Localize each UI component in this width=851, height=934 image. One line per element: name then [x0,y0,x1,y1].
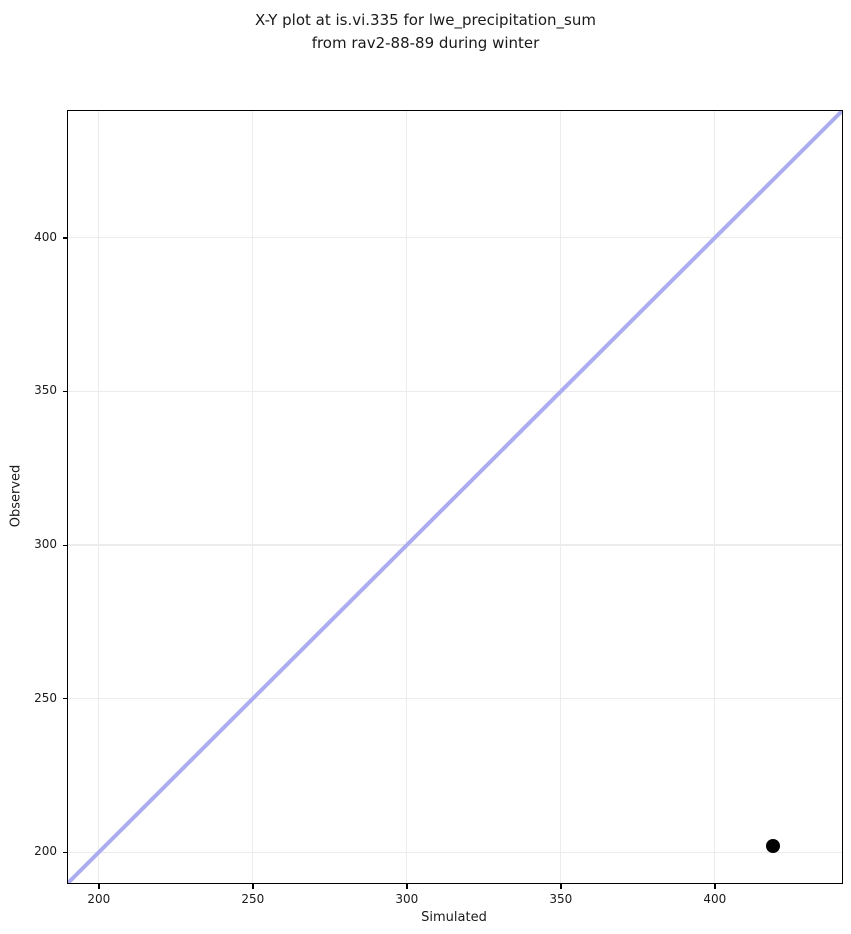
x-axis-label: Simulated [421,910,487,925]
y-gridline [68,237,842,239]
x-tick [560,884,562,889]
identity-line [68,111,842,883]
x-tick [714,884,716,889]
y-tick-label: 300 [34,537,57,552]
y-tick [62,237,67,239]
y-tick-label: 200 [34,844,57,859]
x-tick-label: 300 [395,892,419,906]
y-gridline [68,390,842,393]
y-tick [62,851,67,854]
x-gridline [560,111,562,883]
y-tick-label: 400 [34,229,57,244]
y-axis-label: Observed [8,464,24,528]
y-gridline [68,698,842,700]
x-gridline [98,111,100,883]
y-tick [62,391,67,393]
y-tick-label: 250 [34,690,57,705]
y-tick-label: 350 [34,383,57,398]
x-tick-label: 350 [549,892,573,906]
x-tick-label: 400 [703,892,727,906]
y-gridline [68,851,842,853]
x-tick [406,884,408,889]
y-tick [62,544,67,546]
x-gridline [714,111,716,883]
plot-area [67,110,843,884]
x-gridline [252,111,254,883]
y-tick [62,698,67,700]
x-tick [252,884,254,889]
chart-title-line1: X-Y plot at is.vi.335 for lwe_precipitat… [255,11,596,29]
x-tick-label: 250 [241,892,265,906]
y-gridline [68,544,842,546]
x-tick-label: 200 [87,892,111,906]
chart-title-line2: from rav2-88-89 during winter [311,33,540,52]
chart-title: X-Y plot at is.vi.335 for lwe_precipitat… [0,9,851,54]
data-point [766,839,781,854]
x-gridline [406,111,408,883]
x-tick [98,884,100,889]
